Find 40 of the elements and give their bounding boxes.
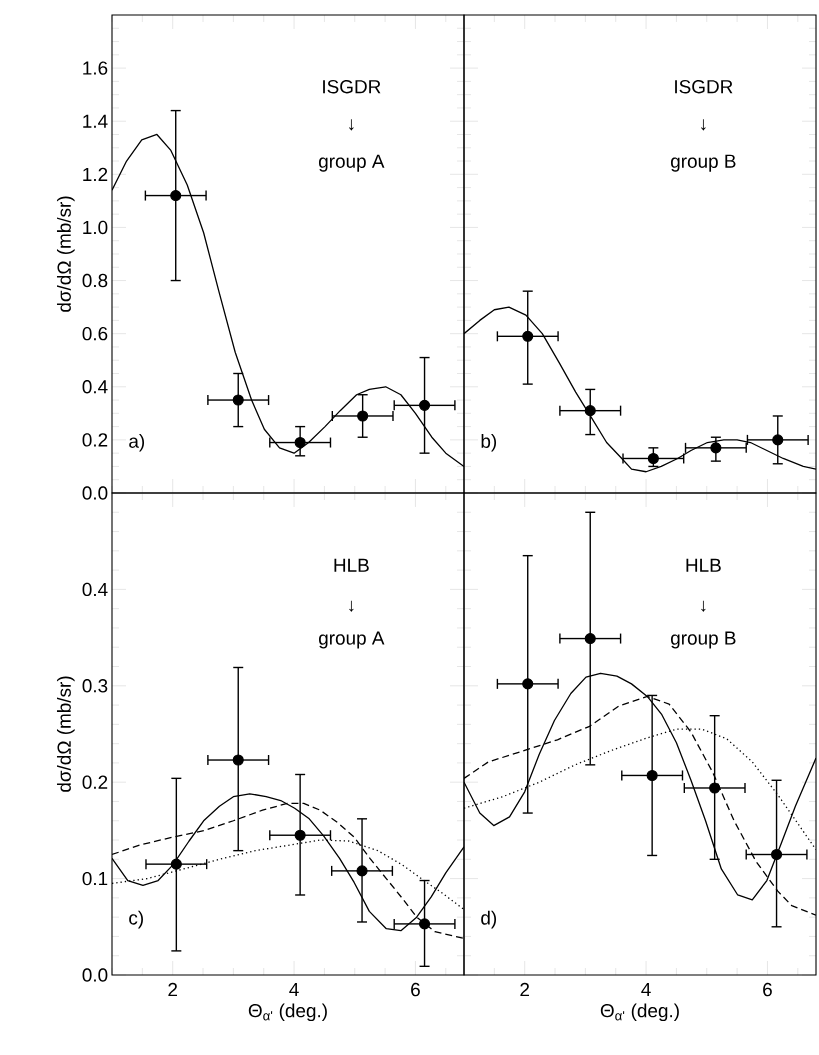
annotation: a): [129, 433, 145, 452]
annotation: group A: [319, 154, 385, 172]
y-tick-label: 1.6: [83, 61, 108, 75]
y-axis-title: dσ/dΩ (mb/sr): [56, 196, 75, 312]
y-tick-label: 0.2: [82, 433, 108, 447]
x-axis-title: Θ$_{α'}$ (deg.): [248, 1003, 327, 1022]
y-tick-label: 1.2: [83, 167, 108, 181]
y-tick-label: 0.6: [82, 326, 108, 341]
annotation: b): [481, 433, 497, 452]
annotation: ↓: [701, 119, 706, 131]
x-tick-label: 2: [520, 982, 530, 997]
y-axis-title: dσ/dΩ (mb/sr): [56, 676, 75, 792]
y-tick-label: 0.1: [82, 871, 108, 886]
y-tick-label: 1.0: [83, 220, 108, 235]
y-tick-label: 0.8: [82, 273, 108, 288]
x-tick-label: 2: [168, 982, 178, 997]
y-tick-label: 0.0: [82, 968, 108, 982]
x-tick-label: 6: [411, 982, 420, 997]
x-tick-label: 4: [641, 982, 651, 996]
annotation: ISGDR: [675, 79, 733, 94]
annotation: ISGDR: [323, 79, 381, 94]
annotation: ↓: [701, 600, 706, 612]
y-tick-label: 1.4: [83, 114, 108, 128]
annotation: group B: [671, 154, 736, 172]
annotation: c): [129, 910, 143, 929]
x-tick-label: 4: [289, 982, 299, 996]
annotation: HLB: [686, 558, 721, 572]
y-tick-label: 0.4: [82, 380, 108, 394]
y-tick-label: 0.0: [82, 486, 108, 500]
y-tick-label: 0.3: [82, 679, 108, 693]
y-tick-label: 0.4: [82, 582, 108, 597]
y-tick-label: 0.2: [82, 775, 108, 789]
annotation: ↓: [349, 119, 354, 131]
x-axis-title: Θ$_{α'}$ (deg.): [600, 1003, 679, 1022]
annotation: d): [481, 910, 497, 929]
annotation: ↓: [349, 600, 354, 612]
annotation: group B: [671, 631, 736, 649]
x-tick-label: 6: [763, 982, 772, 997]
annotation: HLB: [334, 558, 369, 572]
annotation: group A: [319, 631, 385, 649]
